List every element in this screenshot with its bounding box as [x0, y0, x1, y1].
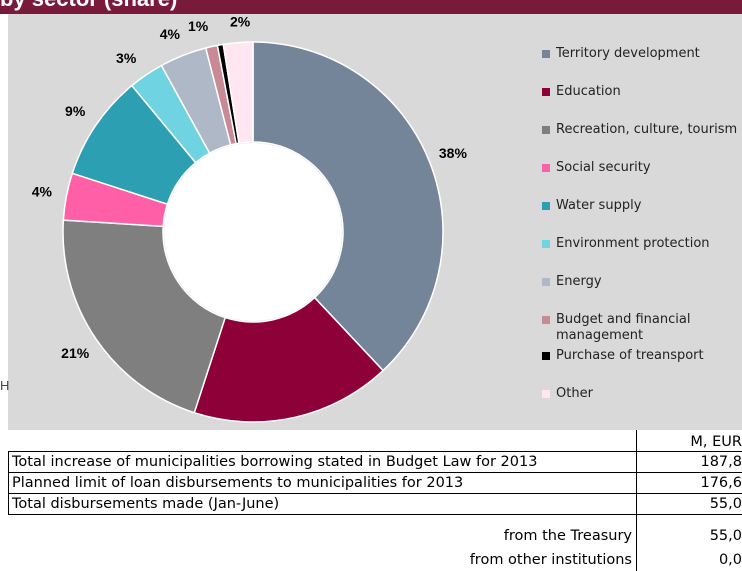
legend-label: Environment protection [556, 236, 710, 251]
legend-label: Territory development [556, 46, 700, 61]
legend-swatch [542, 202, 550, 210]
data-label-environment-protection: 3% [116, 50, 137, 66]
side-mark: H [0, 378, 10, 393]
legend-swatch [542, 278, 550, 286]
pie-slice-recreation-culture-tourism [62, 219, 227, 414]
table-row-value: 187,8 [700, 454, 742, 470]
legend-swatch [542, 240, 550, 248]
table-row-value: 55,0 [709, 528, 742, 544]
legend-label: Social security [556, 160, 651, 175]
legend-label: Budget and financial management [556, 312, 691, 343]
data-label-territory-development: 38% [439, 145, 468, 161]
pie-slice-territory-development [252, 41, 444, 372]
page-title: by sector (share) [0, 0, 177, 12]
table-row-value: 176,6 [700, 475, 742, 491]
legend-swatch [542, 316, 550, 324]
table-row-label: Planned limit of loan disbursements to m… [12, 475, 464, 491]
table-row-value: 0,0 [718, 552, 742, 568]
title-bar: by sector (share) [0, 0, 742, 14]
table-row-label: from other institutions [469, 552, 632, 568]
donut-hole [164, 143, 342, 321]
data-label-recreation-culture-tourism: 21% [61, 345, 90, 361]
table-row-label: from the Treasury [503, 528, 632, 544]
data-label-energy: 4% [160, 26, 181, 42]
table-row-value: 55,0 [709, 496, 742, 512]
legend-swatch [542, 50, 550, 58]
table-row-label: Total increase of municipalities borrowi… [12, 454, 538, 470]
pie-slice-education [193, 296, 385, 423]
legend-swatch [542, 390, 550, 398]
legend-swatch [542, 88, 550, 96]
legend-label: Water supply [556, 198, 642, 213]
legend-label: Other [556, 386, 593, 401]
table-row-label: Total disbursements made (Jan-June) [12, 496, 280, 512]
data-label-water-supply: 9% [65, 103, 86, 119]
data-label-budget-and-financial-management: 1% [188, 18, 209, 34]
data-label-other: 2% [230, 14, 251, 30]
legend-swatch [542, 164, 550, 172]
legend-swatch [542, 352, 550, 360]
chart-panel: 38%17%21%4%9%3%4%1%1%2% Territory develo… [8, 14, 742, 430]
legend-label: Recreation, culture, tourism [556, 122, 738, 137]
legend-swatch [542, 126, 550, 134]
legend-label: Energy [556, 274, 602, 289]
disbursement-table: M, EUR Total increase of municipalities … [8, 430, 742, 571]
unit-header: M, EUR [690, 434, 742, 450]
pie-slice-other [222, 41, 254, 144]
data-label-social-security: 4% [32, 184, 53, 200]
donut-chart: 38%17%21%4%9%3%4%1%1%2% [32, 14, 468, 423]
legend-label: Education [556, 84, 621, 99]
legend-label: Purchase of treansport [556, 348, 704, 363]
